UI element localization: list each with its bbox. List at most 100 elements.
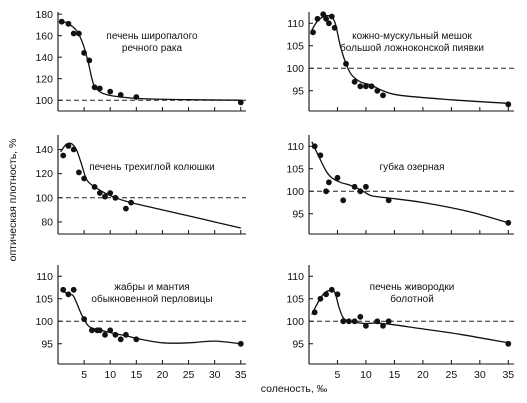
x-axis-title: соленость, ‰ (261, 383, 328, 395)
panel-4-data-point (351, 183, 358, 190)
panel-5-data-point (70, 286, 77, 293)
panel-6-data-point (351, 318, 358, 325)
panel-1-data-point (70, 30, 77, 37)
panel-2-y-tick-label: 105 (286, 40, 304, 52)
panel-6-x-tick-label: 15 (389, 369, 401, 381)
panel-4-fit-curve (311, 141, 509, 224)
panel-2-data-point (380, 92, 386, 99)
panel-1-y-tick-label: 120 (35, 73, 53, 85)
panel-6-x-tick-label: 10 (360, 369, 372, 381)
panel-4-data-point (505, 219, 512, 226)
panel-4-data-point (323, 188, 329, 195)
panel-5-data-point (65, 291, 72, 298)
panel-3-y-tick-label: 80 (41, 217, 53, 229)
panel-2-data-point (351, 78, 358, 85)
panel-1-data-point (133, 94, 140, 100)
panel-5-data-point (112, 331, 119, 338)
panel-5-y-tick-label: 95 (41, 338, 53, 350)
panel-4-data-point (340, 197, 347, 204)
panel-5-x-tick-label: 5 (81, 369, 87, 381)
panel-2-y-tick-label: 100 (286, 63, 304, 75)
panel-3-y-tick-label: 140 (35, 144, 53, 156)
panel-5-data-point (117, 336, 124, 343)
panel-1-y-tick-label: 160 (35, 30, 53, 42)
panel-5-data-point (107, 327, 114, 334)
panel-5-data-point (81, 316, 87, 322)
panel-1-y-tick-label: 100 (35, 95, 53, 107)
panel-3-title: печень трехиглой колюшки (89, 162, 214, 173)
panel-1-data-point (96, 85, 103, 92)
panel-6-y-tick-label: 95 (292, 338, 304, 350)
panel-1-data-point (58, 18, 65, 25)
panel-2-data-point (368, 83, 375, 90)
panel-2-data-point (357, 83, 364, 90)
panel-1-data-point (65, 20, 72, 27)
panel-6-data-point (385, 318, 392, 325)
panel-5-y-tick-label: 105 (35, 293, 53, 305)
panel-4-data-point (357, 188, 364, 195)
panel-6-data-point (340, 318, 347, 325)
panel-3-data-point (123, 205, 129, 212)
panel-6-x-tick-label: 5 (335, 369, 341, 381)
panel-6-data-point (317, 295, 324, 302)
panel-6-y-tick-label: 100 (286, 316, 304, 328)
panel-2-fit-curve (311, 14, 509, 104)
panel-1-data-point (81, 50, 87, 56)
panel-4-data-point (363, 183, 369, 190)
panel-4-title: губка озерная (380, 161, 445, 173)
panel-4-data-point (317, 152, 324, 159)
panel-6-x-tick-label: 30 (474, 369, 486, 381)
panel-6-data-point (374, 318, 381, 325)
panel-2-y-tick-label: 95 (292, 85, 304, 97)
panel-5-data-point (133, 336, 140, 343)
panel-3-data-point (102, 193, 108, 200)
panel-2-data-point (326, 20, 332, 27)
panel-5-x-tick-label: 30 (209, 369, 221, 381)
panel-2-data-point (323, 15, 329, 22)
panel-5-x-tick-label: 20 (157, 369, 169, 381)
panel-6-y-tick-label: 110 (287, 271, 304, 283)
panel-1-title: печень широпалого (106, 31, 198, 42)
panel-3-y-tick-label: 100 (35, 192, 53, 204)
y-axis-title: оптическая плотность, % (7, 139, 19, 262)
panel-5-data-point (89, 327, 95, 334)
panel-5-data-point (123, 331, 129, 338)
panel-5-data-point (237, 340, 244, 347)
panel-1-y-tick-label: 140 (35, 52, 53, 64)
panel-3-y-tick-label: 120 (35, 168, 53, 180)
panel-4-y-tick-label: 105 (286, 163, 304, 175)
panel-2-data-point (363, 83, 369, 90)
panel-5-y-tick-label: 100 (35, 316, 53, 328)
panel-1-data-point (117, 92, 124, 98)
panel-6-data-point (380, 322, 386, 329)
panel-6-data-point (346, 318, 352, 325)
panel-5-title: жабры и мантия (114, 281, 189, 293)
panel-5-data-point (96, 327, 103, 334)
panel-1-data-point (76, 30, 82, 37)
panel-3-data-point (91, 184, 98, 190)
panel-6-data-point (334, 291, 341, 298)
panel-1-data-point (91, 84, 98, 91)
panel-5-x-tick-label: 10 (104, 369, 116, 381)
panel-5-x-tick-label: 25 (183, 369, 195, 381)
panel-4-data-point (385, 197, 392, 204)
panel-5-title: обыкновенной перловицы (91, 293, 212, 305)
panel-2-data-point (320, 11, 327, 18)
panel-3-data-point (128, 199, 135, 206)
panel-6-data-point (328, 286, 335, 293)
panel-3-data-point (70, 146, 77, 153)
panel-3-data-point (76, 169, 82, 176)
panel-2-data-point (343, 60, 349, 67)
panel-6-data-point (311, 309, 318, 316)
panel-2-data-point (310, 29, 316, 36)
panel-6-title: болотной (390, 293, 434, 305)
panel-5-x-tick-label: 15 (130, 369, 142, 381)
panel-3-data-point (81, 175, 87, 182)
panel-2-y-tick-label: 110 (287, 18, 304, 30)
panel-3-data-point (65, 143, 72, 149)
panel-4-data-point (334, 174, 341, 181)
panel-6-title: печень живородки (370, 282, 455, 293)
panel-2-data-point (505, 101, 512, 108)
panel-5-data-point (102, 331, 108, 338)
